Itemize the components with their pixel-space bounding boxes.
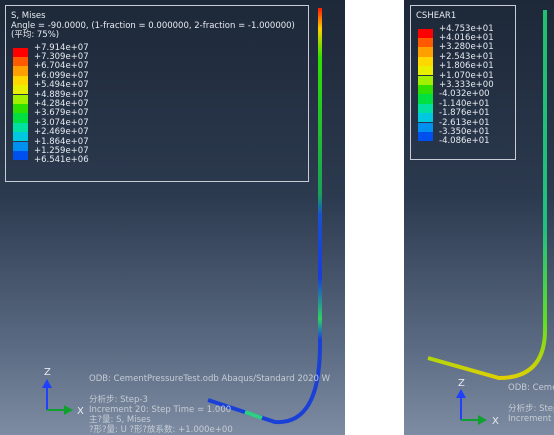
legend-value: +1.806e+01 xyxy=(439,61,494,72)
info-block: ODB: CementPressureTest.odb Abaqus/Stand… xyxy=(89,374,330,435)
legend-value: +6.541e+06 xyxy=(34,155,89,166)
legend-value: +1.259e+07 xyxy=(34,145,89,156)
legend-swatch xyxy=(418,103,433,114)
legend-swatch xyxy=(13,103,28,114)
legend-value: +7.914e+07 xyxy=(34,42,89,53)
legend-value: -1.876e+01 xyxy=(439,108,490,119)
legend-header: Angle = -90.0000, (1-fraction = 0.000000… xyxy=(11,20,295,31)
info-line: ODB: CementPressureTest.odb xyxy=(508,383,554,393)
legend-header: CSHEAR1 xyxy=(416,11,457,21)
pipe xyxy=(207,8,322,425)
legend: S, Mises Angle = -90.0000, (1-fraction = … xyxy=(5,5,309,182)
legend-value: +4.016e+01 xyxy=(439,32,494,43)
legend-swatch xyxy=(418,37,433,48)
legend-swatch xyxy=(13,47,28,57)
legend-swatch xyxy=(418,94,433,104)
legend-swatch xyxy=(418,56,433,67)
legend-value: -3.350e+01 xyxy=(439,126,490,137)
legend-swatch xyxy=(13,75,28,86)
model-view: Z X xyxy=(427,10,547,427)
x-label: X xyxy=(492,416,499,427)
legend-value: -2.613e+01 xyxy=(439,117,490,128)
legend-value: +3.679e+07 xyxy=(34,108,89,119)
legend-value: +2.469e+07 xyxy=(34,127,89,138)
legend-swatch xyxy=(13,122,28,133)
info-line: 主?量: S, Mises xyxy=(89,415,151,425)
legend-value: -4.086e+01 xyxy=(439,136,490,147)
legend-value: +4.889e+07 xyxy=(34,89,89,100)
z-label: Z xyxy=(458,378,465,389)
info-line: 分析步: Step-3 xyxy=(89,395,148,405)
pipe-hotspot xyxy=(244,410,263,420)
legend: CSHEAR1 +4.753e+01 +4.016e+01 +3.280e+01 +2.… xyxy=(410,5,516,160)
viewport: Z X CSHEAR1 +4.753e+01 +4.016e+01 +3.280e+0… xyxy=(404,0,554,435)
x-arrow xyxy=(478,415,487,425)
viewport: Z X S, Mises Angle = -90.0000, (1-fractio… xyxy=(0,0,345,435)
info-line: ODB: CementPressureTest.odb Abaqus/Stand… xyxy=(89,374,331,384)
legend-value: +5.494e+07 xyxy=(34,80,89,91)
legend-value: +2.543e+01 xyxy=(439,51,494,62)
legend-header: (平均: 75%) xyxy=(11,30,60,40)
legend-swatch xyxy=(418,47,433,57)
legend-swatch xyxy=(418,131,433,142)
legend-swatch xyxy=(418,28,433,38)
legend-swatch xyxy=(418,122,433,132)
legend-value: +4.284e+07 xyxy=(34,98,89,109)
legend-value: +3.280e+01 xyxy=(439,42,494,53)
pipe xyxy=(427,10,547,381)
legend-swatch xyxy=(13,113,28,123)
legend-value: -4.032e+00 xyxy=(439,89,490,100)
legend-swatch xyxy=(13,141,28,151)
legend-swatch xyxy=(418,113,433,123)
legend-swatch xyxy=(13,150,28,161)
legend-value: +6.704e+07 xyxy=(34,61,89,72)
legend-swatch xyxy=(418,66,433,76)
info-line: 分析步: Step-3 xyxy=(508,404,554,414)
legend-swatch xyxy=(418,84,433,95)
legend-swatch xyxy=(13,85,28,95)
legend-value: -1.140e+01 xyxy=(439,98,490,109)
info-line: Increment 20: Step Time = 1.000 xyxy=(508,414,554,424)
z-label: Z xyxy=(44,367,51,378)
x-arrow xyxy=(64,405,73,415)
info-line: ?形?量: U ?形?放系数: +1.000e+00 xyxy=(89,425,233,435)
legend-value: +3.333e+00 xyxy=(439,79,494,90)
legend-swatch xyxy=(13,132,28,142)
info-line: Increment 20: Step Time = 1.000 xyxy=(89,405,232,415)
info-block: ODB: CementPressureTest.odb 分析步: Step-3In… xyxy=(508,383,554,424)
legend-value: +1.864e+07 xyxy=(34,136,89,147)
legend-value: +7.309e+07 xyxy=(34,51,89,62)
legend-swatch xyxy=(13,94,28,104)
x-label: X xyxy=(77,406,84,417)
legend-value: +3.074e+07 xyxy=(34,117,89,128)
legend-value: +4.753e+01 xyxy=(439,23,494,34)
legend-swatch xyxy=(13,66,28,76)
legend-value: +6.099e+07 xyxy=(34,70,89,81)
legend-swatch xyxy=(13,56,28,67)
z-arrow xyxy=(42,379,52,388)
model-view: Z X xyxy=(42,8,322,425)
legend-header: S, Mises xyxy=(11,11,46,21)
z-arrow xyxy=(456,389,466,398)
legend-swatch xyxy=(418,75,433,85)
legend-value: +1.070e+01 xyxy=(439,70,494,81)
